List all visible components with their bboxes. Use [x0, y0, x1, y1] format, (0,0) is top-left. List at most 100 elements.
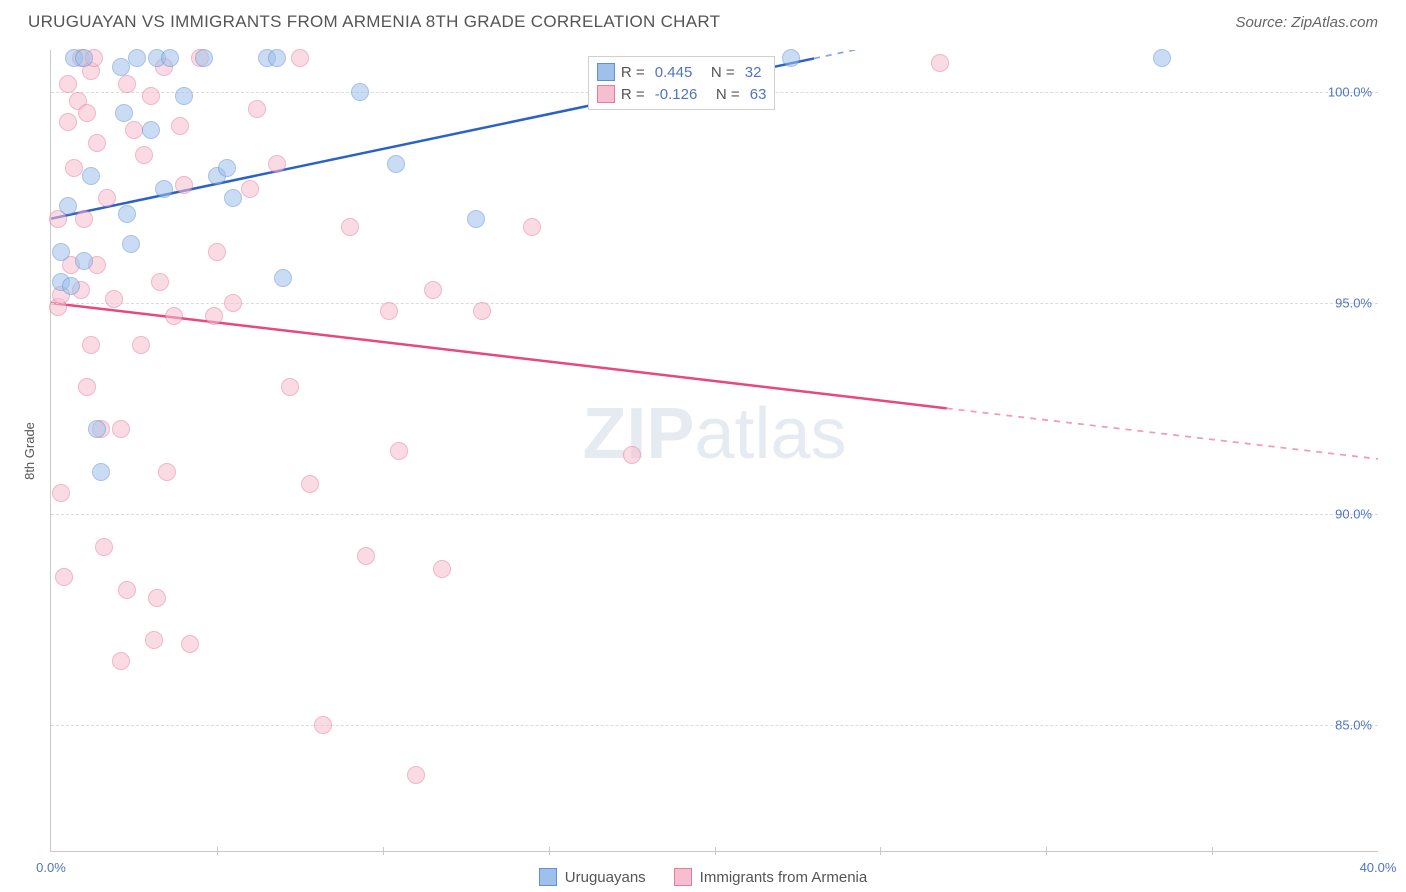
legend-series-label: Immigrants from Armenia	[700, 869, 868, 886]
chart-container: 8th Grade ZIPatlas 85.0%90.0%95.0%100.0%…	[50, 50, 1378, 852]
series-legend: Uruguayans Immigrants from Armenia	[0, 868, 1406, 886]
legend-r-value: -0.126	[655, 86, 698, 103]
y-tick-label: 85.0%	[1335, 717, 1372, 732]
data-point	[205, 307, 223, 325]
data-point	[75, 210, 93, 228]
gridline	[51, 303, 1378, 304]
data-point	[281, 378, 299, 396]
data-point	[357, 547, 375, 565]
data-point	[151, 273, 169, 291]
data-point	[268, 49, 286, 67]
data-point	[523, 218, 541, 236]
data-point	[380, 302, 398, 320]
legend-n-value: 32	[745, 64, 762, 81]
x-tick	[715, 847, 716, 855]
data-point	[82, 167, 100, 185]
x-tick	[217, 847, 218, 855]
data-point	[59, 75, 77, 93]
data-point	[62, 277, 80, 295]
data-point	[161, 49, 179, 67]
data-point	[145, 631, 163, 649]
x-tick	[1046, 847, 1047, 855]
data-point	[390, 442, 408, 460]
legend-n-label: N =	[698, 64, 738, 81]
data-point	[142, 121, 160, 139]
data-point	[301, 475, 319, 493]
legend-swatch	[674, 868, 692, 886]
data-point	[165, 307, 183, 325]
x-tick	[880, 847, 881, 855]
data-point	[55, 568, 73, 586]
data-point	[78, 104, 96, 122]
data-point	[75, 49, 93, 67]
trend-line-extrapolated	[947, 408, 1378, 459]
data-point	[105, 290, 123, 308]
data-point	[158, 463, 176, 481]
data-point	[125, 121, 143, 139]
trend-line-extrapolated	[814, 50, 1378, 58]
data-point	[424, 281, 442, 299]
data-point	[92, 463, 110, 481]
watermark-bold: ZIP	[582, 394, 694, 474]
gridline	[51, 514, 1378, 515]
data-point	[314, 716, 332, 734]
data-point	[142, 87, 160, 105]
correlation-legend: R = 0.445 N = 32R = -0.126 N = 63	[588, 56, 776, 110]
data-point	[98, 189, 116, 207]
data-point	[208, 243, 226, 261]
y-tick-label: 100.0%	[1328, 85, 1372, 100]
data-point	[78, 378, 96, 396]
data-point	[623, 446, 641, 464]
data-point	[175, 87, 193, 105]
data-point	[88, 134, 106, 152]
data-point	[241, 180, 259, 198]
data-point	[118, 75, 136, 93]
legend-series-item: Immigrants from Armenia	[674, 868, 868, 886]
data-point	[95, 538, 113, 556]
data-point	[112, 420, 130, 438]
legend-correlation-row: R = -0.126 N = 63	[597, 83, 767, 105]
data-point	[59, 197, 77, 215]
data-point	[175, 176, 193, 194]
data-point	[351, 83, 369, 101]
legend-swatch	[539, 868, 557, 886]
data-point	[433, 560, 451, 578]
data-point	[195, 49, 213, 67]
legend-n-label: N =	[703, 86, 743, 103]
data-point	[135, 146, 153, 164]
data-point	[341, 218, 359, 236]
data-point	[268, 155, 286, 173]
data-point	[75, 252, 93, 270]
data-point	[88, 420, 106, 438]
legend-n-value: 63	[750, 86, 767, 103]
data-point	[1153, 49, 1171, 67]
legend-swatch	[597, 85, 615, 103]
x-tick	[549, 847, 550, 855]
data-point	[467, 210, 485, 228]
data-point	[274, 269, 292, 287]
data-point	[224, 189, 242, 207]
data-point	[52, 484, 70, 502]
data-point	[931, 54, 949, 72]
data-point	[59, 113, 77, 131]
x-tick	[1212, 847, 1213, 855]
data-point	[115, 104, 133, 122]
data-point	[132, 336, 150, 354]
data-point	[473, 302, 491, 320]
data-point	[387, 155, 405, 173]
legend-series-label: Uruguayans	[565, 869, 646, 886]
watermark-rest: atlas	[694, 394, 846, 474]
data-point	[112, 58, 130, 76]
legend-series-item: Uruguayans	[539, 868, 646, 886]
data-point	[407, 766, 425, 784]
legend-correlation-row: R = 0.445 N = 32	[597, 61, 767, 83]
data-point	[118, 205, 136, 223]
data-point	[52, 243, 70, 261]
chart-title: URUGUAYAN VS IMMIGRANTS FROM ARMENIA 8TH…	[28, 12, 720, 32]
y-tick-label: 90.0%	[1335, 506, 1372, 521]
watermark-text: ZIPatlas	[582, 393, 846, 475]
data-point	[224, 294, 242, 312]
data-point	[82, 336, 100, 354]
y-axis-title: 8th Grade	[22, 422, 37, 480]
trend-lines-layer	[51, 50, 1378, 851]
